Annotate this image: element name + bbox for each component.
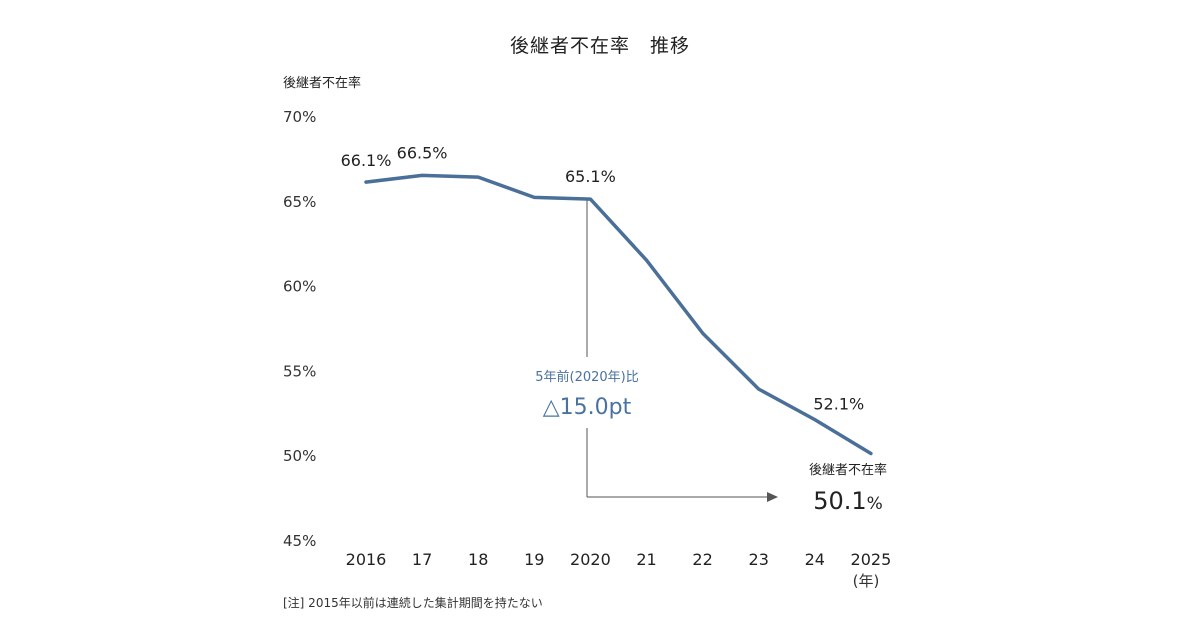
- final-value-number: 50.1: [813, 487, 866, 515]
- data-labels: 66.1% 66.5% 65.1% 52.1%: [341, 143, 865, 413]
- y-axis-label: 後継者不在率: [283, 75, 361, 91]
- footnote: [注] 2015年以前は連続した集計期間を持たない: [283, 595, 543, 610]
- final-value-unit: %: [867, 494, 883, 514]
- data-label: 66.1%: [341, 151, 392, 170]
- y-tick-label: 55%: [283, 362, 316, 380]
- y-tick-label: 50%: [283, 447, 316, 465]
- x-tick-label: 18: [468, 550, 488, 569]
- series-line: [364, 173, 873, 456]
- x-tick-label: 23: [749, 550, 769, 569]
- comparison-arrowhead-icon: [767, 492, 778, 502]
- x-tick-label: 19: [524, 550, 544, 569]
- x-tick-label: 2016: [346, 550, 387, 569]
- comparison-caption: 5年前(2020年)比: [535, 369, 639, 385]
- x-axis-unit-label: (年): [853, 572, 880, 590]
- x-tick-label: 2020: [570, 550, 611, 569]
- y-tick-label: 70%: [283, 108, 316, 126]
- comparison-value: △15.0pt: [543, 395, 632, 420]
- x-tick-label: 22: [692, 550, 712, 569]
- x-tick-label: 2025: [851, 550, 892, 569]
- y-tick-label: 45%: [283, 532, 316, 550]
- final-value-label: 後継者不在率: [809, 462, 887, 478]
- chart-title: 後継者不在率 推移: [510, 35, 690, 57]
- x-tick-label: 21: [636, 550, 656, 569]
- data-label: 52.1%: [813, 395, 864, 414]
- y-tick-label: 65%: [283, 193, 316, 211]
- series-lines: [364, 173, 873, 456]
- y-tick-label: 60%: [283, 278, 316, 296]
- y-axis-ticks: 45% 50% 55% 60% 65% 70%: [283, 108, 316, 550]
- x-axis-ticks: 2016 17 18 19 2020 21 22 23 24 2025: [346, 550, 892, 569]
- final-value: 50.1%: [813, 487, 883, 515]
- data-label: 66.5%: [397, 143, 448, 162]
- x-tick-label: 24: [805, 550, 825, 569]
- data-label: 65.1%: [565, 167, 616, 186]
- x-tick-label: 17: [412, 550, 432, 569]
